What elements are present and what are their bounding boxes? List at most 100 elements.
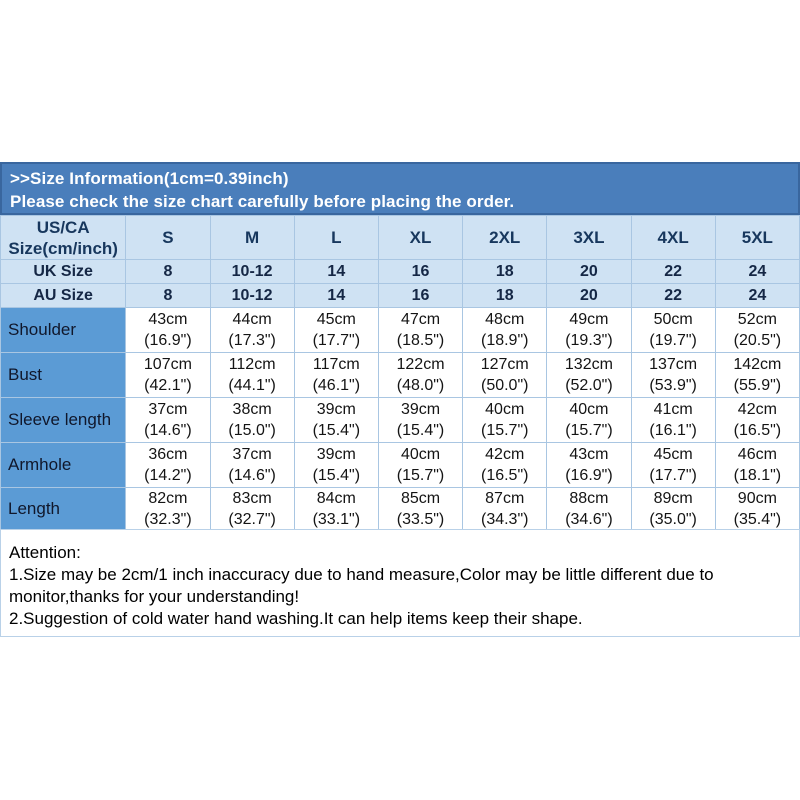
cm-value: 41cm xyxy=(653,401,693,418)
uk-size-cell: 18 xyxy=(462,259,548,284)
measurement-cell: 36cm (14.2") xyxy=(125,442,211,488)
measurement-row-armhole: Armhole 36cm (14.2") 37cm (14.6") 39cm (15.… xyxy=(0,442,800,488)
measurement-cell: 39cm (15.4") xyxy=(293,397,379,443)
cm-value: 50cm xyxy=(653,311,693,328)
cm-value: 37cm xyxy=(232,446,272,463)
inch-value: (44.1") xyxy=(228,377,276,394)
uk-size-cell: 22 xyxy=(630,259,716,284)
inch-value: (53.9") xyxy=(649,377,697,394)
uk-size-cell: 8 xyxy=(125,259,211,284)
measurement-cell: 39cm (15.4") xyxy=(293,442,379,488)
corner-header-line2: Size(cm/inch) xyxy=(8,238,118,258)
measurement-cell: 45cm (17.7") xyxy=(293,307,379,353)
cm-value: 85cm xyxy=(400,490,441,507)
measurement-cell: 132cm (52.0") xyxy=(546,352,632,398)
size-chart-table: US/CA Size(cm/inch) S M L XL 2XL 3XL 4XL… xyxy=(0,215,800,531)
cm-value: 83cm xyxy=(232,490,272,507)
measurement-cell: 50cm (19.7") xyxy=(630,307,716,353)
row-label-bust: Bust xyxy=(0,352,127,398)
inch-value: (15.4") xyxy=(396,422,445,439)
au-size-cell: 14 xyxy=(293,283,379,308)
inch-value: (33.5") xyxy=(396,511,445,528)
inch-value: (46.1") xyxy=(312,377,361,394)
inch-value: (14.6") xyxy=(144,422,192,439)
measurement-cell: 43cm (16.9") xyxy=(125,307,211,353)
measurement-cell: 47cm (18.5") xyxy=(377,307,464,353)
measurement-cell: 41cm (16.1") xyxy=(630,397,716,443)
au-size-cell: 10-12 xyxy=(209,283,295,308)
au-size-cell: 16 xyxy=(377,283,464,308)
inch-value: (19.7") xyxy=(649,332,697,349)
measurement-cell: 88cm (34.6") xyxy=(546,487,632,531)
cm-value: 39cm xyxy=(400,401,441,418)
measurement-cell: 40cm (15.7") xyxy=(462,397,548,443)
corner-header-cell: US/CA Size(cm/inch) xyxy=(0,215,127,260)
cm-value: 84cm xyxy=(316,490,356,507)
inch-value: (14.6") xyxy=(228,467,276,484)
measurement-cell: 37cm (14.6") xyxy=(209,442,295,488)
cm-value: 37cm xyxy=(148,401,188,418)
inch-value: (16.5") xyxy=(480,467,529,484)
uk-size-row: UK Size 8 10-12 14 16 18 20 22 24 xyxy=(0,259,800,284)
inch-value: (15.7") xyxy=(565,422,613,439)
measurement-cell: 87cm (34.3") xyxy=(462,487,548,531)
inch-value: (15.7") xyxy=(480,422,529,439)
cm-value: 89cm xyxy=(653,490,693,507)
col-header-l: L xyxy=(293,215,379,260)
cm-value: 40cm xyxy=(569,401,609,418)
inch-value: (32.3") xyxy=(144,511,192,528)
inch-value: (34.3") xyxy=(480,511,529,528)
cm-value: 45cm xyxy=(653,446,693,463)
inch-value: (55.9") xyxy=(733,377,782,394)
measurement-cell: 37cm (14.6") xyxy=(125,397,211,443)
cm-value: 43cm xyxy=(148,311,188,328)
measurement-cell: 142cm (55.9") xyxy=(714,352,800,398)
col-header-3xl: 3XL xyxy=(546,215,632,260)
inch-value: (50.0") xyxy=(480,377,529,394)
inch-value: (48.0") xyxy=(396,377,445,394)
cm-value: 132cm xyxy=(564,356,613,373)
inch-value: (33.1") xyxy=(312,511,361,528)
measurement-cell: 89cm (35.0") xyxy=(630,487,716,531)
col-header-4xl: 4XL xyxy=(630,215,716,260)
attention-line2: 2.Suggestion of cold water hand washing.… xyxy=(9,609,583,628)
cm-value: 127cm xyxy=(480,356,529,373)
cm-value: 112cm xyxy=(228,356,276,373)
au-size-row: AU Size 8 10-12 14 16 18 20 22 24 xyxy=(0,283,800,308)
measurement-cell: 38cm (15.0") xyxy=(209,397,295,443)
attention-note-box: Attention: 1.Size may be 2cm/1 inch inac… xyxy=(0,529,800,637)
measurement-cell: 49cm (19.3") xyxy=(546,307,632,353)
row-label-sleeve-length: Sleeve length xyxy=(0,397,127,443)
cm-value: 117cm xyxy=(312,356,360,373)
cm-value: 90cm xyxy=(737,490,777,507)
cm-value: 88cm xyxy=(569,490,609,507)
measurement-cell: 90cm (35.4") xyxy=(714,487,800,531)
au-size-cell: 8 xyxy=(125,283,211,308)
inch-value: (16.9") xyxy=(565,467,613,484)
table-header-row: US/CA Size(cm/inch) S M L XL 2XL 3XL 4XL… xyxy=(0,215,800,260)
cm-value: 87cm xyxy=(485,490,525,507)
inch-value: (35.0") xyxy=(649,511,697,528)
measurement-cell: 39cm (15.4") xyxy=(377,397,464,443)
row-label-au-size: AU Size xyxy=(0,283,127,308)
inch-value: (32.7") xyxy=(228,511,276,528)
inch-value: (18.1") xyxy=(733,467,782,484)
measurement-cell: 84cm (33.1") xyxy=(293,487,379,531)
cm-value: 40cm xyxy=(400,446,441,463)
inch-value: (35.4") xyxy=(733,511,782,528)
au-size-cell: 22 xyxy=(630,283,716,308)
col-header-2xl: 2XL xyxy=(462,215,548,260)
row-label-uk-size: UK Size xyxy=(0,259,127,284)
uk-size-cell: 24 xyxy=(714,259,800,284)
inch-value: (17.3") xyxy=(228,332,276,349)
cm-value: 47cm xyxy=(400,311,441,328)
cm-value: 82cm xyxy=(148,490,188,507)
measurement-cell: 85cm (33.5") xyxy=(377,487,464,531)
banner-subtitle: Please check the size chart carefully be… xyxy=(10,192,515,211)
measurement-cell: 42cm (16.5") xyxy=(714,397,800,443)
cm-value: 43cm xyxy=(569,446,609,463)
cm-value: 40cm xyxy=(485,401,525,418)
au-size-cell: 24 xyxy=(714,283,800,308)
cm-value: 42cm xyxy=(485,446,525,463)
row-label-armhole: Armhole xyxy=(0,442,127,488)
